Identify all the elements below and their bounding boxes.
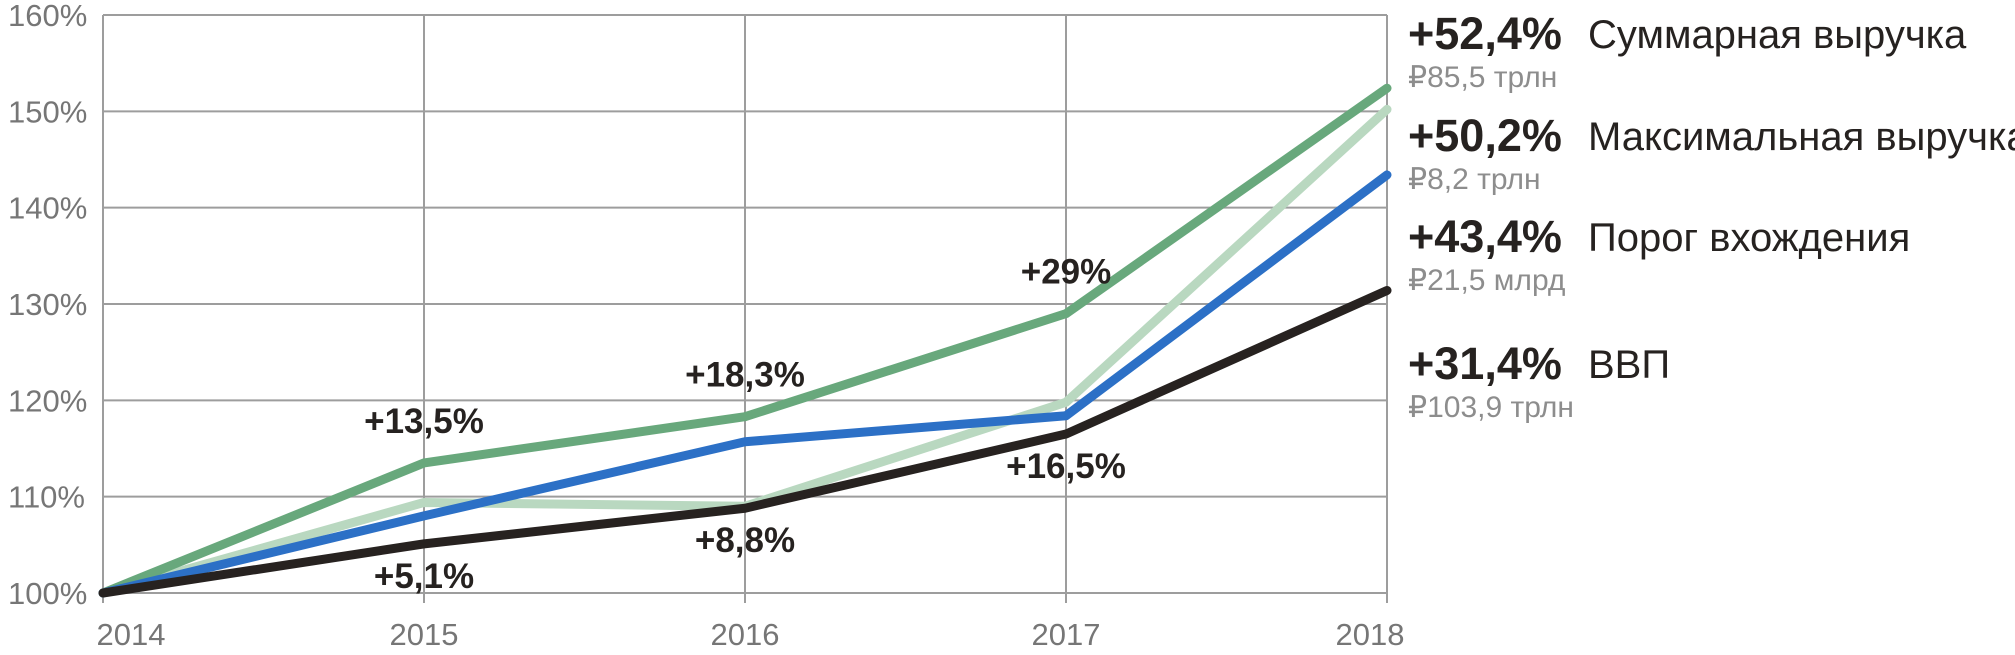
annotation-label: +5,1% — [374, 557, 474, 596]
annotation-label: +29% — [1021, 253, 1112, 292]
legend-series-name: ВВП — [1588, 343, 1671, 387]
x-axis-tick-label: 2014 — [97, 617, 166, 652]
y-axis-tick-label: 150% — [8, 94, 87, 129]
data-annotations: +13,5% +18,3% +29% +5,1% +8,8% +16,5% — [364, 253, 1126, 596]
y-axis-tick-label: 160% — [8, 0, 87, 33]
y-axis-tick-label: 130% — [8, 287, 87, 322]
annotation-label: +16,5% — [1006, 447, 1126, 486]
y-axis-tick-label: 110% — [8, 480, 85, 515]
legend-series-name: Порог вхождения — [1588, 216, 1911, 260]
legend-change-value: +43,4% — [1408, 211, 1562, 262]
annotation-label: +18,3% — [685, 356, 805, 395]
legend-change-value: +31,4% — [1408, 338, 1562, 389]
x-axis-tick-label: 2015 — [390, 617, 459, 652]
legend-series-name: Суммарная выручка — [1588, 13, 1967, 57]
grid-lines — [102, 14, 1388, 603]
x-axis-tick-label: 2017 — [1032, 617, 1101, 652]
annotation-label: +13,5% — [364, 402, 484, 441]
annotation-label: +8,8% — [695, 521, 795, 560]
legend-absolute-value: ₽85,5 трлн — [1408, 61, 1558, 94]
legend-change-value: +52,4% — [1408, 8, 1562, 59]
x-axis-tick-label: 2016 — [711, 617, 780, 652]
y-axis-tick-label: 100% — [8, 576, 87, 611]
y-axis-tick-label: 140% — [8, 191, 87, 226]
legend-series-name: Максимальная выручка — [1588, 115, 2015, 159]
series-line-2 — [98, 170, 1392, 598]
legend-absolute-value: ₽8,2 трлн — [1408, 163, 1541, 196]
legend-absolute-value: ₽21,5 млрд — [1408, 264, 1566, 297]
series-lines — [98, 83, 1392, 598]
y-axis-labels: 100% 110% 120% 130% 140% 150% 160% — [8, 0, 87, 611]
legend-absolute-value: ₽103,9 трлн — [1408, 391, 1574, 424]
x-axis-labels: 2014 2015 2016 2017 2018 — [97, 617, 1405, 652]
legend-change-value: +50,2% — [1408, 110, 1562, 161]
x-axis-tick-label: 2018 — [1336, 617, 1405, 652]
series-line-3 — [98, 286, 1392, 598]
y-axis-tick-label: 120% — [8, 383, 87, 418]
series-line-0 — [98, 83, 1392, 598]
